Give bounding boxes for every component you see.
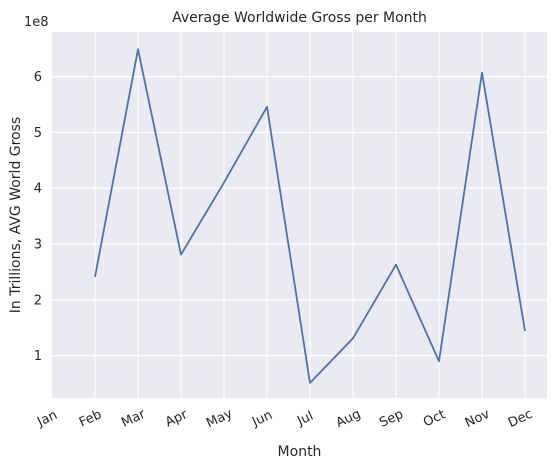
- y-tick-label-4: 4: [34, 182, 42, 197]
- x-tick-label-jun: Jun: [249, 408, 275, 431]
- x-tick-label-aug: Aug: [334, 407, 363, 431]
- chart-title: Average Worldwide Gross per Month: [172, 10, 427, 26]
- x-tick-label-sep: Sep: [377, 407, 406, 431]
- x-ticks: Jan Feb Mar Apr May Jun Jul Aug Sep Oct Nov Dec: [34, 406, 535, 431]
- x-tick-label-oct: Oct: [421, 407, 448, 430]
- x-axis-label: Month: [278, 444, 322, 460]
- y-tick-label-6: 6: [34, 70, 42, 85]
- x-tick-label-jul: Jul: [294, 409, 315, 430]
- plot-area: [52, 32, 547, 398]
- x-tick-label-may: May: [204, 406, 235, 431]
- line-series: [94, 48, 526, 384]
- y-tick-label-1: 1: [34, 349, 42, 364]
- y-offset-label: 1e8: [24, 15, 49, 30]
- x-tick-label-dec: Dec: [506, 407, 535, 431]
- x-tick-label-apr: Apr: [163, 407, 190, 430]
- y-ticks: 1 2 3 4 5 6: [34, 70, 42, 364]
- x-tick-label-mar: Mar: [119, 407, 148, 431]
- grid: [52, 32, 547, 398]
- x-tick-label-feb: Feb: [77, 407, 104, 430]
- x-tick-label-jan: Jan: [34, 408, 59, 430]
- y-tick-label-2: 2: [34, 293, 42, 308]
- x-tick-label-nov: Nov: [463, 407, 493, 431]
- y-tick-label-5: 5: [34, 126, 42, 141]
- y-axis-label: In Trillions, AVG World Gross: [8, 117, 24, 313]
- y-tick-label-3: 3: [34, 238, 42, 253]
